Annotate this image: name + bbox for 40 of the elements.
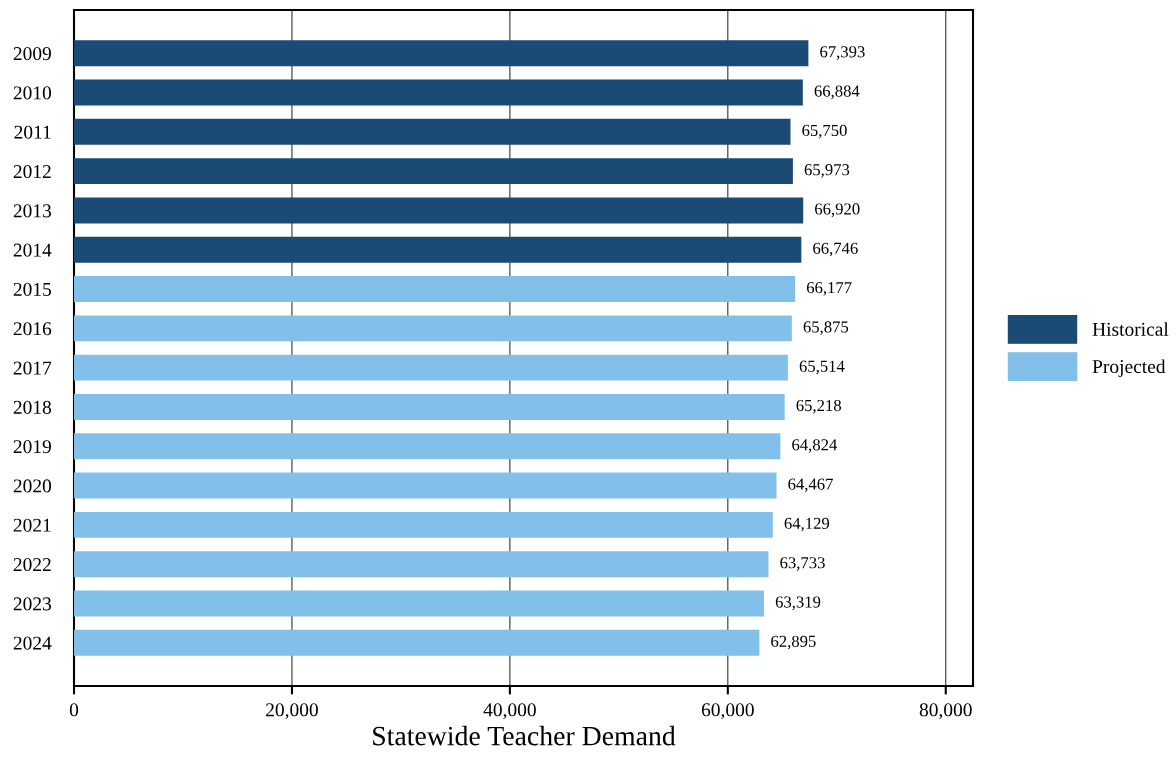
y-tick-label: 2012 <box>13 164 51 179</box>
x-tick-label: 0 <box>69 703 79 717</box>
x-tick-label: 80,000 <box>919 703 972 720</box>
legend-label: Projected <box>1092 359 1166 378</box>
y-tick-label: 2021 <box>13 518 51 532</box>
data-label: 64,467 <box>788 478 833 493</box>
x-tick-label: 20,000 <box>266 703 318 720</box>
data-label: 65,514 <box>799 360 845 375</box>
y-tick-label: 2015 <box>13 282 52 296</box>
y-tick-label: 2018 <box>13 400 52 414</box>
y-tick-label: 2019 <box>13 440 51 454</box>
data-label: 66,920 <box>815 203 860 218</box>
data-label: 65,973 <box>804 164 850 178</box>
legend-label: Historical <box>1092 322 1169 336</box>
data-label: 65,875 <box>803 321 849 335</box>
x-tick-label: 60,000 <box>701 703 754 720</box>
data-label: 64,129 <box>784 517 830 532</box>
data-label: 66,746 <box>813 242 858 257</box>
y-tick-label: 2013 <box>13 204 52 218</box>
data-label: 65,750 <box>802 124 847 139</box>
data-label: 64,824 <box>792 439 838 453</box>
y-tick-label: 2016 <box>13 322 52 336</box>
data-label: 62,895 <box>771 635 816 650</box>
x-tick-label: 40,000 <box>483 703 536 720</box>
y-tick-label: 2014 <box>13 243 52 257</box>
data-label: 67,393 <box>820 46 865 60</box>
y-tick-label: 2017 <box>13 361 52 375</box>
y-tick-label: 2022 <box>13 557 51 572</box>
data-label: 65,218 <box>796 399 841 414</box>
y-tick-label: 2009 <box>13 47 51 61</box>
y-tick-label: 2011 <box>14 125 51 139</box>
y-tick-label: 2023 <box>13 597 52 611</box>
x-axis-title: Statewide Teacher Demand <box>373 725 676 746</box>
data-label: 66,177 <box>806 282 852 296</box>
y-tick-label: 2010 <box>13 86 52 100</box>
y-tick-label: 2020 <box>13 479 52 493</box>
data-label: 63,319 <box>775 596 821 611</box>
y-tick-label: 2024 <box>13 636 52 650</box>
data-label: 66,884 <box>814 85 860 100</box>
data-label: 63,733 <box>780 557 825 571</box>
